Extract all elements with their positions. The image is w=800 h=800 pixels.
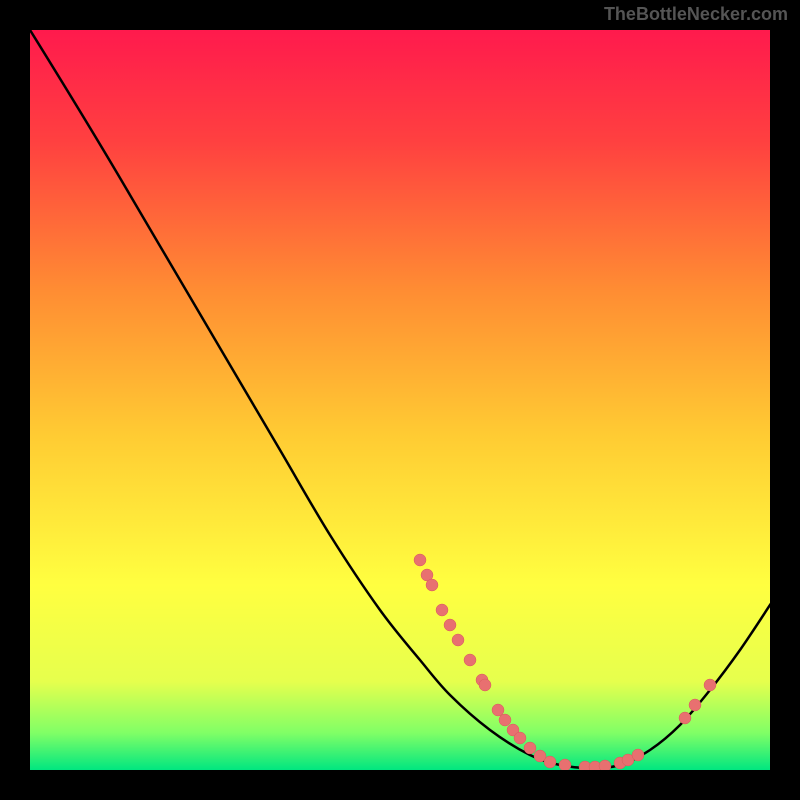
watermark-text: TheBottleNecker.com (604, 4, 788, 25)
data-marker (632, 749, 644, 761)
data-marker (679, 712, 691, 724)
data-marker (499, 714, 511, 726)
data-marker (444, 619, 456, 631)
data-marker (452, 634, 464, 646)
bottleneck-curve (30, 30, 770, 768)
data-marker (414, 554, 426, 566)
data-marker (464, 654, 476, 666)
data-marker (436, 604, 448, 616)
curve-layer (30, 30, 770, 770)
data-marker (479, 679, 491, 691)
data-marker (704, 679, 716, 691)
data-marker (689, 699, 701, 711)
data-marker (544, 756, 556, 768)
data-marker (599, 760, 611, 770)
data-marker (514, 732, 526, 744)
markers-group (414, 554, 716, 770)
chart-container (30, 30, 770, 770)
data-marker (524, 742, 536, 754)
data-marker (559, 759, 571, 770)
data-marker (426, 579, 438, 591)
data-marker (492, 704, 504, 716)
